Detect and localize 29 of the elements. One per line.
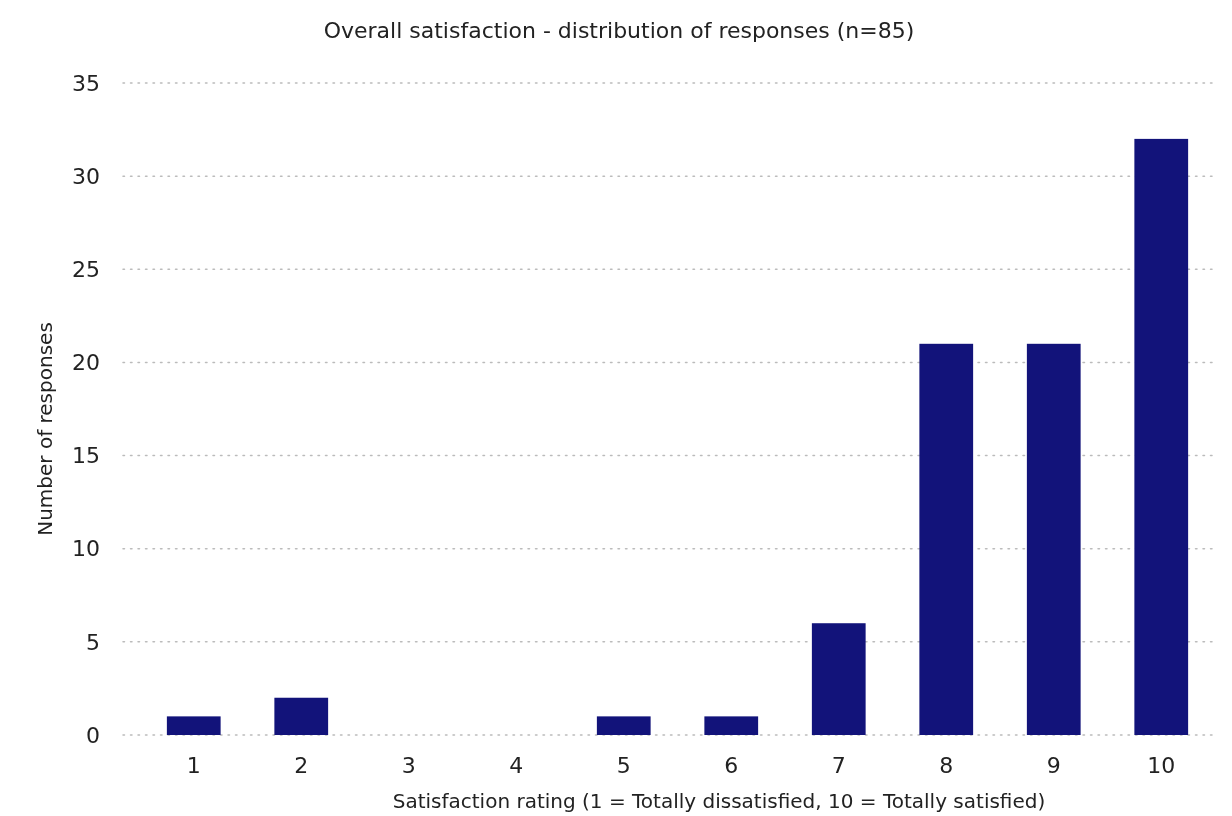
bar bbox=[919, 343, 974, 735]
x-tick-label: 6 bbox=[724, 753, 739, 778]
bar bbox=[1134, 138, 1189, 735]
y-tick-label: 0 bbox=[86, 722, 100, 748]
x-axis-title: Satisfaction rating (1 = Totally dissatisfied, 10 = Totally satisfied) bbox=[392, 789, 1046, 813]
y-tick-label: 20 bbox=[72, 350, 100, 376]
bar bbox=[704, 716, 759, 735]
bar bbox=[166, 716, 221, 735]
x-tick-label: 4 bbox=[509, 753, 524, 778]
x-tick-label: 9 bbox=[1046, 753, 1061, 778]
y-tick-label: 15 bbox=[72, 443, 100, 469]
x-tick-label: 3 bbox=[401, 753, 416, 778]
x-tick-label: 8 bbox=[939, 753, 954, 778]
y-tick-label: 5 bbox=[86, 629, 100, 655]
y-axis-title: Number of responses bbox=[33, 322, 57, 536]
y-tick-label: 30 bbox=[72, 163, 100, 189]
y-tick-label: 35 bbox=[72, 70, 100, 96]
x-tick-label: 5 bbox=[616, 753, 631, 778]
x-tick-label: 7 bbox=[831, 753, 846, 778]
bar bbox=[1026, 343, 1081, 735]
x-tick-label: 2 bbox=[294, 753, 309, 778]
chart-title: Overall satisfaction - distribution of responses (n=85) bbox=[323, 18, 915, 43]
x-tick-label: 1 bbox=[186, 753, 201, 778]
y-tick-label: 10 bbox=[72, 536, 100, 562]
bar bbox=[274, 697, 329, 735]
y-tick-label: 25 bbox=[72, 256, 100, 282]
bar bbox=[811, 623, 866, 735]
x-tick-label: 10 bbox=[1147, 753, 1176, 778]
bar bbox=[596, 716, 651, 735]
